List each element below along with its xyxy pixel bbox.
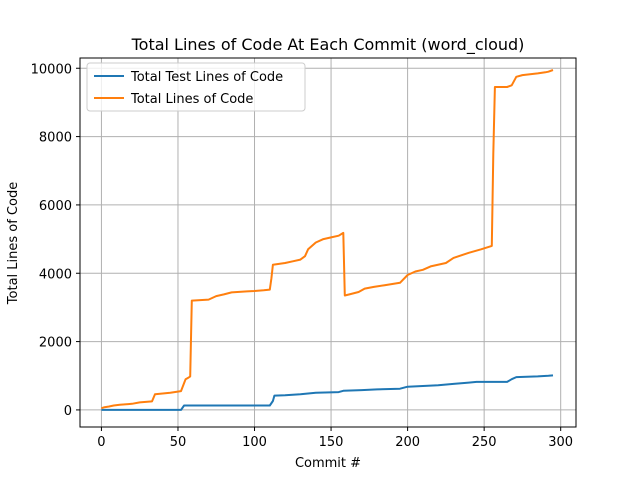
x-tick-label: 100	[242, 435, 267, 450]
series-line-total-lines	[101, 69, 554, 410]
y-tick-label: 8000	[39, 131, 72, 146]
legend: Total Test Lines of Code Total Lines of …	[86, 62, 306, 112]
x-tick-label: 0	[97, 435, 105, 450]
y-tick-label: 10000	[31, 62, 72, 77]
x-tick-label: 300	[548, 435, 573, 450]
y-tick-label: 4000	[39, 267, 72, 282]
legend-label-test-lines: Total Test Lines of Code	[130, 70, 283, 85]
series-layer	[101, 69, 554, 411]
y-axis-label: Total Lines of Code	[6, 182, 21, 305]
y-tick-label: 2000	[39, 336, 72, 351]
plot-frame	[79, 57, 577, 428]
x-tick-label: 50	[170, 435, 187, 450]
x-tick-label: 250	[472, 435, 497, 450]
chart-title: Total Lines of Code At Each Commit (word…	[131, 35, 525, 55]
x-tick-label: 150	[319, 435, 344, 450]
y-tick-label: 6000	[39, 199, 72, 214]
x-axis-label: Commit #	[295, 456, 361, 471]
y-tick-label: 0	[64, 404, 72, 419]
x-tick-label: 200	[395, 435, 420, 450]
ticks: 0 50 100 150 200 250 300 0 2000 4000 6000 8000 10000	[31, 62, 573, 450]
legend-box	[86, 62, 306, 112]
legend-label-total-lines: Total Lines of Code	[130, 92, 253, 107]
series-line-test-lines	[101, 374, 554, 411]
